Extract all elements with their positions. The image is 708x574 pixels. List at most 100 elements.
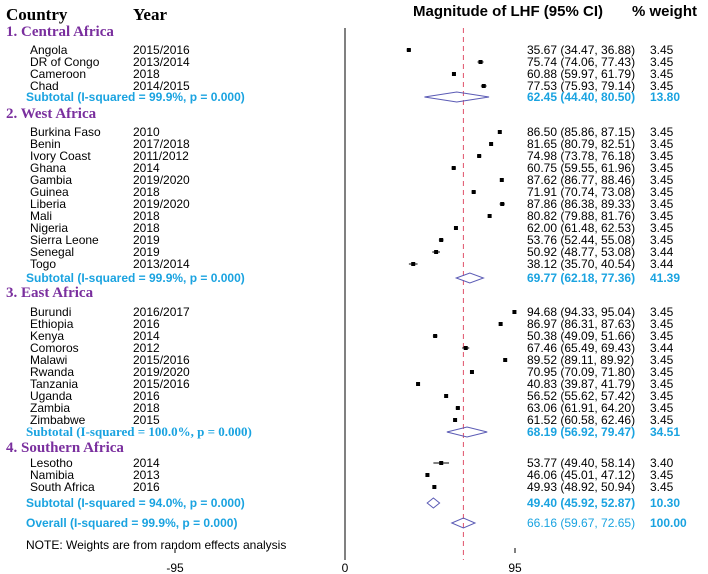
study-estimate-ci: 60.88 (59.97, 61.79): [527, 67, 635, 81]
study-weight: 3.45: [650, 353, 674, 367]
study-estimate-ci: 50.92 (48.77, 53.08): [527, 245, 635, 259]
study-weight: 3.45: [650, 377, 674, 391]
study-country: Ghana: [30, 161, 66, 175]
study-weight: 3.45: [650, 185, 674, 199]
study-point-estimate: [416, 382, 421, 386]
year-header: Year: [133, 5, 167, 24]
study-estimate-ci: 77.53 (75.93, 79.14): [527, 79, 635, 93]
subtotal-label: Subtotal (I-squared = 94.0%, p = 0.000): [26, 496, 245, 510]
study-weight: 3.45: [650, 79, 674, 93]
study-weight: 3.45: [650, 401, 674, 415]
study-weight: 3.45: [650, 365, 674, 379]
study-country: Togo: [30, 257, 56, 271]
study-weight: 3.45: [650, 317, 674, 331]
study-year: 2018: [133, 221, 160, 235]
study-point-estimate: [439, 238, 444, 242]
study-year: 2014: [133, 456, 160, 470]
study-point-estimate: [453, 418, 458, 422]
study-year: 2013: [133, 468, 160, 482]
study-country: Benin: [30, 137, 61, 151]
study-point-estimate: [477, 154, 482, 158]
subtotal-diamond: [426, 497, 441, 509]
study-year: 2017/2018: [133, 137, 190, 151]
region-label: 4. Southern Africa: [6, 440, 124, 456]
study-country: Mali: [30, 209, 52, 223]
study-country: DR of Congo: [30, 55, 100, 69]
region-label: 3. East Africa: [6, 285, 94, 301]
study-year: 2016/2017: [133, 305, 190, 319]
study-country: Cameroon: [30, 67, 86, 81]
subtotal-estimate-ci: 68.19 (56.92, 79.47): [527, 425, 635, 439]
subtotal-diamond: [446, 426, 488, 438]
study-year: 2016: [133, 317, 160, 331]
study-year: 2019/2020: [133, 173, 190, 187]
study-point-estimate: [451, 72, 456, 76]
study-year: 2015: [133, 413, 160, 427]
study-year: 2014/2015: [133, 79, 190, 93]
magnitude-header: Magnitude of LHF (95% CI): [413, 3, 603, 20]
study-year: 2015/2016: [133, 353, 190, 367]
study-weight: 3.45: [650, 329, 674, 343]
subtotal-estimate-ci: 49.40 (45.92, 52.87): [527, 496, 635, 510]
study-year: 2013/2014: [133, 55, 190, 69]
study-year: 2014: [133, 329, 160, 343]
subtotal-label: Subtotal (I-squared = 100.0%, p = 0.000): [26, 424, 252, 439]
study-weight: 3.45: [650, 161, 674, 175]
study-year: 2018: [133, 401, 160, 415]
overall-label: Overall (I-squared = 99.9%, p = 0.000): [26, 516, 237, 530]
region-label: 2. West Africa: [6, 106, 97, 122]
study-point-estimate: [411, 262, 416, 266]
study-weight: 3.45: [650, 389, 674, 403]
study-estimate-ci: 74.98 (73.78, 76.18): [527, 149, 635, 163]
study-estimate-ci: 89.52 (89.11, 89.92): [527, 353, 634, 367]
x-tick-label: 95: [508, 561, 522, 574]
study-point-estimate: [499, 178, 504, 182]
study-estimate-ci: 50.38 (49.09, 51.66): [527, 329, 635, 343]
study-point-estimate: [425, 473, 430, 477]
subtotal-weight: 41.39: [650, 271, 680, 285]
study-point-estimate: [481, 84, 486, 88]
note-text: NOTE: Weights are from random effects an…: [26, 538, 286, 552]
study-point-estimate: [432, 485, 437, 489]
study-estimate-ci: 86.97 (86.31, 87.63): [527, 317, 635, 331]
study-weight: 3.44: [650, 245, 674, 259]
study-country: Nigeria: [30, 221, 68, 235]
study-country: Kenya: [30, 329, 64, 343]
subtotal-label: Subtotal (I-squared = 99.9%, p = 0.000): [26, 271, 245, 285]
study-point-estimate: [497, 130, 502, 134]
study-weight: 3.45: [650, 221, 674, 235]
x-tick-label: -95: [166, 561, 184, 574]
subtotal-label: Subtotal (I-squared = 99.9%, p = 0.000): [26, 90, 245, 104]
study-weight: 3.45: [650, 137, 674, 151]
study-year: 2015/2016: [133, 377, 190, 391]
study-year: 2013/2014: [133, 257, 190, 271]
study-country: Burundi: [30, 305, 71, 319]
study-country: Namibia: [30, 468, 74, 482]
study-year: 2019: [133, 245, 160, 259]
subtotal-weight: 10.30: [650, 496, 680, 510]
subtotal-estimate-ci: 62.45 (44.40, 80.50): [527, 90, 635, 104]
study-weight: 3.45: [650, 305, 674, 319]
study-point-estimate: [500, 202, 505, 206]
study-point-estimate: [463, 346, 468, 350]
study-country: Comoros: [30, 341, 79, 355]
study-estimate-ci: 71.91 (70.74, 73.08): [527, 185, 635, 199]
study-weight: 3.44: [650, 341, 674, 355]
x-tick-label: 0: [342, 561, 349, 574]
study-point-estimate: [503, 358, 508, 362]
study-year: 2012: [133, 341, 160, 355]
region-label: 1. Central Africa: [6, 24, 114, 40]
study-estimate-ci: 87.62 (86.77, 88.46): [527, 173, 635, 187]
study-year: 2019/2020: [133, 365, 190, 379]
study-country: Zambia: [30, 401, 70, 415]
study-point-estimate: [439, 461, 444, 465]
study-year: 2019: [133, 233, 160, 247]
study-weight: 3.44: [650, 257, 674, 271]
study-country: Tanzania: [30, 377, 78, 391]
study-point-estimate: [433, 334, 438, 338]
study-estimate-ci: 49.93 (48.92, 50.94): [527, 480, 635, 494]
study-country: Zimbabwe: [30, 413, 86, 427]
study-weight: 3.45: [650, 480, 674, 494]
study-year: 2010: [133, 125, 160, 139]
